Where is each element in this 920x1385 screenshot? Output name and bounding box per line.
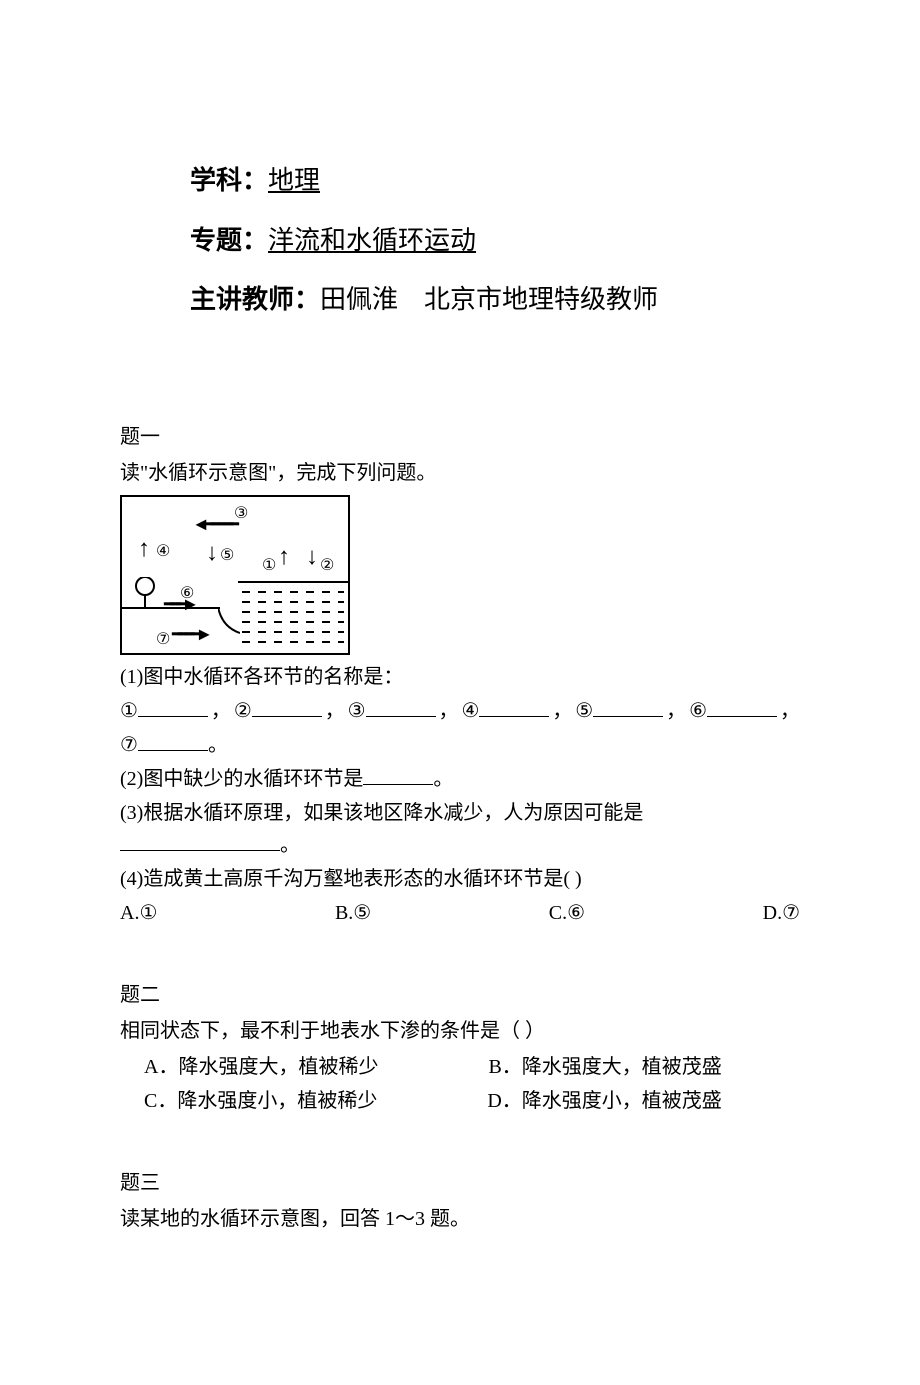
topic-label: 专题： [190, 225, 268, 255]
blank-input[interactable] [138, 695, 208, 717]
q1-part1-fill-7: ⑦。 [120, 729, 800, 761]
diagram-label-1: ① [262, 553, 276, 579]
q1-choice-c[interactable]: C.⑥ [549, 897, 585, 929]
q1-part2: (2)图中缺少的水循环环节是。 [120, 763, 800, 795]
q3-title: 题三 [120, 1167, 800, 1199]
q2-choice-d[interactable]: D．降水强度小，植被茂盛 [487, 1085, 721, 1117]
diagram-label-2: ② [320, 553, 334, 579]
sea-waves [242, 587, 344, 649]
question-1: 题一 读"水循环示意图"，完成下列问题。 ③ ◄━━━━━ ↑ ④ ↓ ⑤ ① … [120, 421, 800, 929]
subject-line: 学科：地理 [190, 160, 800, 202]
teacher-title: 北京市地理特级教师 [424, 284, 658, 314]
q2-choice-a[interactable]: A．降水强度大，植被稀少 [144, 1051, 378, 1083]
q1-diagram: ③ ◄━━━━━ ↑ ④ ↓ ⑤ ① ↑ ↓ ② ⑥ ━━━► [120, 495, 350, 655]
q2-choices: A．降水强度大，植被稀少 B．降水强度大，植被茂盛 C．降水强度小，植被稀少 D… [144, 1051, 800, 1117]
teacher-label: 主讲教师： [190, 284, 320, 314]
q1-choice-b[interactable]: B.⑤ [335, 897, 371, 929]
sea-surface [238, 581, 348, 583]
arrow-up-icon: ↑ [138, 537, 150, 561]
q2-choice-c[interactable]: C．降水强度小，植被稀少 [144, 1085, 377, 1117]
q3-prompt: 读某地的水循环示意图，回答 1～3 题。 [120, 1203, 800, 1235]
q1-part3: (3)根据水循环原理，如果该地区降水减少，人为原因可能是。 [120, 797, 800, 861]
topic-line: 专题：洋流和水循环运动 [190, 220, 800, 262]
land-line [122, 607, 220, 609]
teacher-name: 田佩淮 [320, 284, 398, 314]
q2-prompt: 相同状态下，最不利于地表水下渗的条件是（ ） [120, 1015, 800, 1047]
teacher-line: 主讲教师：田佩淮 北京市地理特级教师 [190, 279, 800, 321]
q1-part1-fill: ① ， ② ， ③ ， ④ ， ⑤ ， ⑥ ， [120, 695, 800, 727]
arrow-right-icon: ━━━━► [172, 625, 208, 643]
q1-choices: A.① B.⑤ C.⑥ D.⑦ [120, 897, 800, 929]
blank-input[interactable] [363, 763, 433, 785]
question-2: 题二 相同状态下，最不利于地表水下渗的条件是（ ） A．降水强度大，植被稀少 B… [120, 979, 800, 1117]
arrow-down-icon: ↓ [206, 541, 218, 565]
blank-input[interactable] [252, 695, 322, 717]
q1-choice-d[interactable]: D.⑦ [763, 897, 800, 929]
subject-label: 学科： [190, 165, 268, 195]
topic-value: 洋流和水循环运动 [268, 225, 476, 255]
arrow-up-icon: ↑ [278, 545, 290, 569]
header: 学科：地理 专题：洋流和水循环运动 主讲教师：田佩淮 北京市地理特级教师 [190, 160, 800, 321]
arrow-down-icon: ↓ [306, 545, 318, 569]
q1-prompt: 读"水循环示意图"，完成下列问题。 [120, 457, 800, 489]
diagram-label-7: ⑦ [156, 627, 170, 653]
subject-value: 地理 [268, 165, 320, 195]
slope-line [218, 607, 238, 632]
q2-choice-b[interactable]: B．降水强度大，植被茂盛 [488, 1051, 721, 1083]
sea-area [238, 581, 348, 653]
diagram-label-5: ⑤ [220, 543, 234, 569]
arrow-right-icon: ━━━► [164, 595, 194, 613]
diagram-label-3: ③ [234, 501, 248, 527]
blank-input[interactable] [479, 695, 549, 717]
diagram-label-4: ④ [156, 539, 170, 565]
q1-part4: (4)造成黄土高原千沟万壑地表形态的水循环环节是( ) [120, 863, 800, 895]
question-3: 题三 读某地的水循环示意图，回答 1～3 题。 [120, 1167, 800, 1235]
page: 学科：地理 专题：洋流和水循环运动 主讲教师：田佩淮 北京市地理特级教师 题一 … [0, 0, 920, 1385]
blank-input[interactable] [366, 695, 436, 717]
q1-title: 题一 [120, 421, 800, 453]
arrow-left-icon: ◄━━━━━ [192, 515, 234, 533]
q2-title: 题二 [120, 979, 800, 1011]
blank-input[interactable] [593, 695, 663, 717]
blank-input[interactable] [120, 829, 280, 851]
blank-input[interactable] [707, 695, 777, 717]
q1-part1-lead: (1)图中水循环各环节的名称是： [120, 661, 800, 693]
blank-input[interactable] [138, 729, 208, 751]
q1-choice-a[interactable]: A.① [120, 897, 157, 929]
tree-icon [134, 577, 156, 617]
